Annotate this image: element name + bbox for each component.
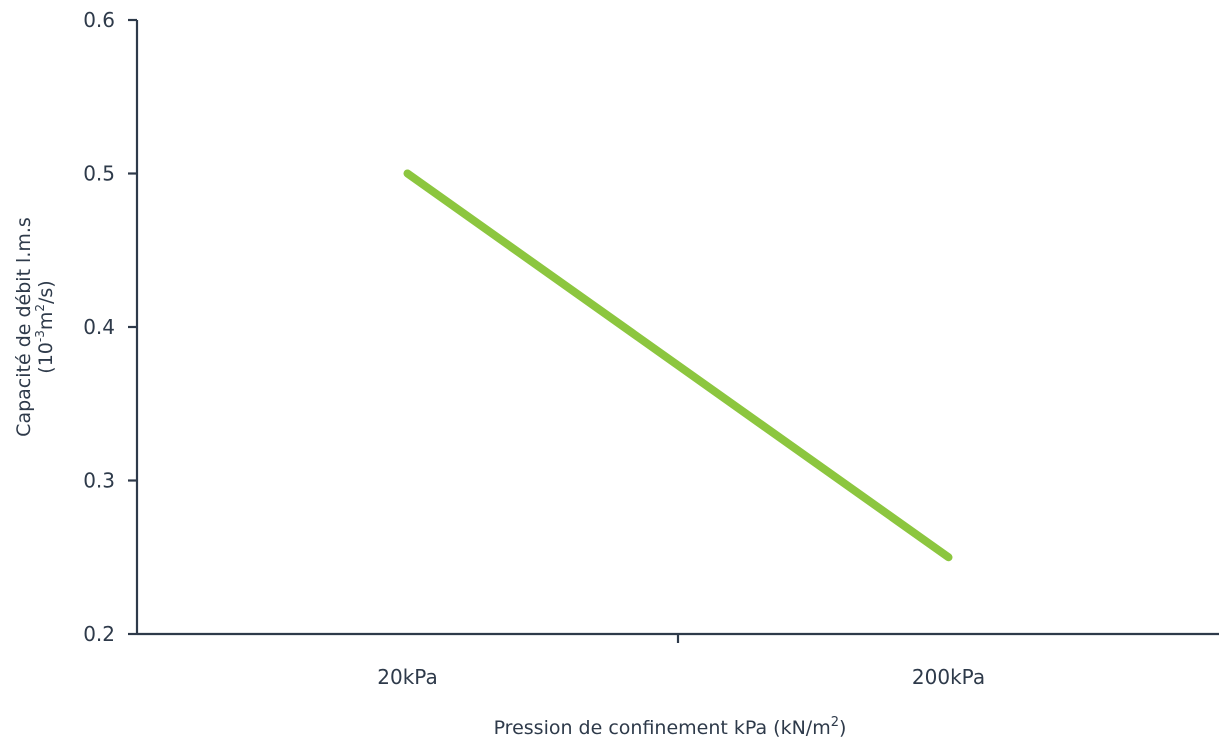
x-axis-title: Pression de confinement kPa (kN/m2) — [494, 715, 847, 739]
data-point — [945, 554, 952, 561]
y-axis-title: Capacité de débit l.m.s (10-3m2/s) — [13, 217, 57, 437]
series-line-0 — [403, 169, 953, 562]
y-axis-ticks: 0.2 0.3 0.4 0.5 0.6 — [83, 8, 137, 646]
x-tick-label: 200kPa — [912, 665, 985, 689]
x-axis-ticks: 20kPa 200kPa — [377, 634, 985, 689]
data-point — [404, 170, 411, 177]
y-axis-title-line1: Capacité de débit l.m.s — [13, 217, 35, 437]
x-tick-label: 20kPa — [377, 665, 437, 689]
series-layer — [403, 169, 953, 562]
axes — [135, 20, 1219, 636]
y-tick-label: 0.6 — [83, 8, 115, 32]
y-tick-label: 0.3 — [83, 469, 115, 493]
y-tick-label: 0.4 — [83, 315, 115, 339]
y-tick-label: 0.2 — [83, 622, 115, 646]
y-axis-title-line2: (10-3m2/s) — [33, 280, 57, 373]
y-tick-label: 0.5 — [83, 162, 115, 186]
